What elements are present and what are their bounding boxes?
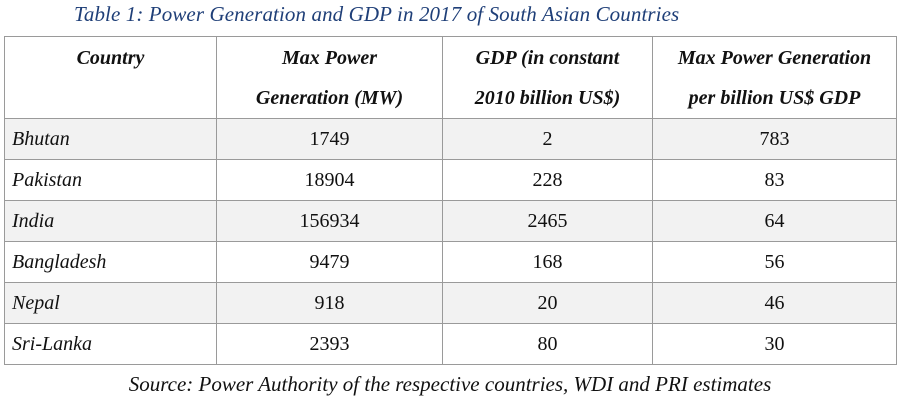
gdp-cell: 2465 xyxy=(442,200,653,242)
source-note: Source: Power Authority of the respectiv… xyxy=(128,372,772,396)
data-table: Country Max Power Generation (MW) GDP (i… xyxy=(4,36,897,365)
table-row-pakistan: Pakistan 18904 228 83 xyxy=(4,159,897,201)
country-cell: Bhutan xyxy=(4,118,217,160)
gdp-cell: 168 xyxy=(442,241,653,283)
max-power-cell: 156934 xyxy=(216,200,443,242)
table-row-bhutan: Bhutan 1749 2 783 xyxy=(4,118,897,160)
country-cell: Sri-Lanka xyxy=(4,323,217,365)
country-cell: Bangladesh xyxy=(4,241,217,283)
gdp-cell: 80 xyxy=(442,323,653,365)
header-max-power-line2: Generation (MW) xyxy=(255,87,404,109)
header-gdp-line1: GDP (in constant xyxy=(475,47,620,69)
header-max-power-line1: Max Power xyxy=(282,47,377,69)
country-cell: Nepal xyxy=(4,282,217,324)
max-power-cell: 2393 xyxy=(216,323,443,365)
gdp-cell: 20 xyxy=(442,282,653,324)
table-row-sri-lanka: Sri-Lanka 2393 80 30 xyxy=(4,323,897,365)
header-gdp: GDP (in constant 2010 billion US$) xyxy=(442,36,653,119)
header-country-line1: Country xyxy=(76,47,145,69)
header-power-per-gdp: Max Power Generation per billion US$ GDP xyxy=(652,36,897,119)
power-per-gdp-cell: 64 xyxy=(652,200,897,242)
header-max-power: Max Power Generation (MW) xyxy=(216,36,443,119)
header-gdp-line2: 2010 billion US$) xyxy=(474,87,621,109)
header-power-per-gdp-line1: Max Power Generation xyxy=(677,47,872,69)
max-power-cell: 1749 xyxy=(216,118,443,160)
gdp-cell: 228 xyxy=(442,159,653,201)
power-per-gdp-cell: 783 xyxy=(652,118,897,160)
power-per-gdp-cell: 83 xyxy=(652,159,897,201)
country-cell: Pakistan xyxy=(4,159,217,201)
max-power-cell: 9479 xyxy=(216,241,443,283)
country-cell: India xyxy=(4,200,217,242)
max-power-cell: 918 xyxy=(216,282,443,324)
table-caption: Table 1: Power Generation and GDP in 201… xyxy=(74,2,680,26)
header-power-per-gdp-line2: per billion US$ GDP xyxy=(688,87,861,109)
gdp-cell: 2 xyxy=(442,118,653,160)
header-country: Country xyxy=(4,36,217,119)
power-per-gdp-cell: 46 xyxy=(652,282,897,324)
header-row: Country Max Power Generation (MW) GDP (i… xyxy=(4,36,897,119)
power-per-gdp-cell: 30 xyxy=(652,323,897,365)
max-power-cell: 18904 xyxy=(216,159,443,201)
table-row-india: India 156934 2465 64 xyxy=(4,200,897,242)
table-row-bangladesh: Bangladesh 9479 168 56 xyxy=(4,241,897,283)
power-per-gdp-cell: 56 xyxy=(652,241,897,283)
table-row-nepal: Nepal 918 20 46 xyxy=(4,282,897,324)
